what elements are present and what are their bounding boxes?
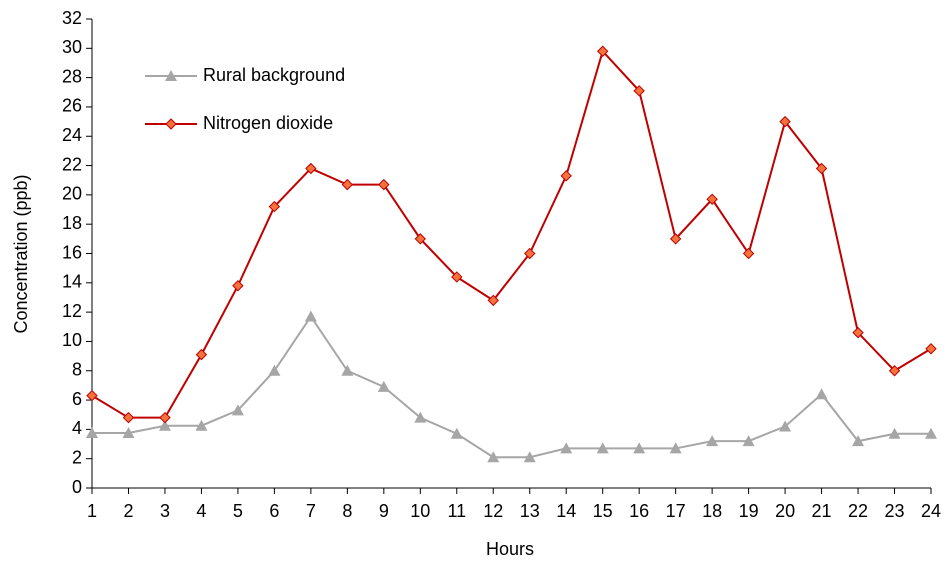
marker (852, 326, 864, 339)
marker (633, 85, 645, 97)
series-line (92, 314, 931, 459)
marker (779, 420, 792, 432)
marker (195, 419, 208, 431)
y-tick-label: 30 (62, 37, 82, 57)
marker (122, 411, 135, 424)
y-tick-label: 32 (62, 8, 82, 28)
marker (669, 442, 682, 454)
marker (925, 343, 937, 355)
x-tick-label: 12 (483, 501, 503, 521)
marker (305, 162, 317, 175)
marker (706, 435, 719, 447)
marker (852, 435, 865, 447)
y-tick-label: 28 (62, 66, 82, 86)
marker (341, 364, 354, 376)
marker (523, 451, 536, 463)
marker (86, 389, 98, 402)
x-tick-label: 3 (160, 501, 170, 521)
x-tick-label: 20 (775, 501, 795, 521)
x-tick-label: 24 (921, 501, 941, 521)
marker (742, 435, 755, 447)
marker (779, 115, 791, 128)
y-tick-label: 10 (62, 330, 82, 350)
x-tick-label: 13 (520, 501, 540, 521)
marker (925, 427, 937, 439)
y-axis-label: Concentration (ppb) (11, 174, 31, 333)
marker (341, 178, 354, 191)
y-tick-label: 6 (72, 389, 82, 409)
x-tick-label: 16 (629, 501, 649, 521)
x-tick-label: 9 (379, 501, 389, 521)
marker (888, 365, 901, 377)
marker (122, 427, 135, 439)
y-tick-label: 2 (72, 447, 82, 467)
x-tick-label: 21 (812, 501, 832, 521)
marker (888, 427, 901, 439)
marker (560, 442, 573, 454)
marker (524, 247, 536, 260)
x-axis-label: Hours (486, 539, 534, 559)
x-tick-label: 14 (556, 501, 576, 521)
x-tick-label: 6 (269, 501, 279, 521)
marker (596, 442, 609, 454)
x-tick-label: 10 (410, 501, 430, 521)
marker (487, 294, 499, 307)
x-tick-label: 23 (885, 501, 905, 521)
marker (669, 233, 682, 245)
y-tick-label: 0 (72, 477, 82, 497)
marker (596, 45, 609, 57)
x-tick-label: 11 (447, 501, 466, 521)
marker (815, 388, 828, 400)
marker (487, 451, 500, 463)
x-tick-label: 2 (123, 501, 133, 521)
marker (815, 162, 828, 175)
y-tick-label: 16 (62, 242, 82, 262)
marker (195, 348, 208, 361)
marker (378, 178, 390, 191)
marker (268, 364, 281, 376)
marker (165, 118, 177, 130)
x-tick-label: 7 (306, 501, 316, 521)
x-tick-label: 1 (87, 501, 97, 521)
y-tick-label: 22 (62, 154, 82, 174)
marker (158, 419, 171, 431)
y-tick-label: 12 (62, 301, 82, 321)
y-tick-label: 26 (62, 96, 82, 116)
y-tick-label: 20 (62, 184, 82, 204)
marker (232, 280, 244, 292)
x-tick-label: 4 (196, 501, 206, 521)
marker (165, 70, 177, 81)
x-tick-label: 17 (666, 501, 686, 521)
marker (742, 247, 755, 260)
y-tick-label: 24 (62, 125, 82, 145)
marker (633, 442, 646, 454)
x-tick-label: 8 (342, 501, 352, 521)
marker (268, 200, 281, 213)
legend-label: Rural background (203, 65, 345, 85)
marker (706, 193, 718, 205)
marker (377, 380, 390, 392)
marker (450, 427, 463, 439)
x-tick-label: 22 (848, 501, 868, 521)
marker (414, 411, 427, 423)
marker (159, 411, 171, 424)
y-tick-label: 8 (72, 360, 82, 380)
x-tick-label: 19 (739, 501, 759, 521)
marker (414, 233, 427, 245)
marker (304, 310, 317, 322)
x-tick-label: 15 (593, 501, 613, 521)
y-tick-label: 18 (62, 213, 82, 233)
y-tick-label: 4 (72, 418, 82, 438)
marker (86, 427, 98, 439)
marker (451, 271, 463, 283)
x-tick-label: 5 (233, 501, 243, 521)
marker (231, 404, 244, 416)
series-line (91, 49, 932, 419)
legend-label: Nitrogen dioxide (203, 113, 333, 133)
x-tick-label: 18 (702, 501, 722, 521)
marker (560, 170, 572, 182)
y-tick-label: 14 (62, 272, 82, 292)
